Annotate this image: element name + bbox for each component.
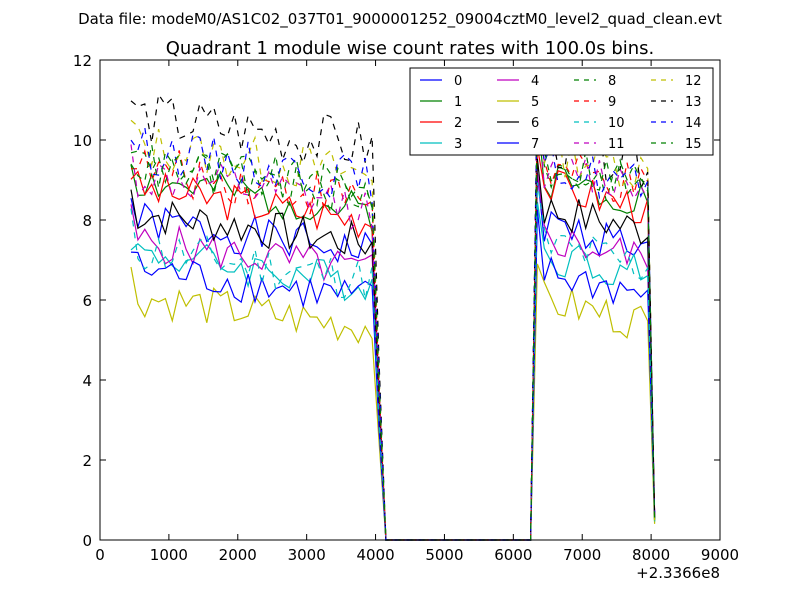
series-line-2 bbox=[130, 146, 656, 541]
series-line-3 bbox=[130, 201, 656, 541]
legend-label-4: 4 bbox=[531, 74, 539, 89]
legend-label-12: 12 bbox=[685, 74, 702, 89]
chart-suptitle: Data file: modeM0/AS1C02_037T01_90000012… bbox=[78, 10, 722, 29]
x-tick-label: 5000 bbox=[425, 546, 463, 564]
legend-label-15: 15 bbox=[685, 137, 702, 152]
y-tick-label: 6 bbox=[82, 292, 92, 310]
series-line-7 bbox=[130, 209, 656, 541]
chart-title: Quadrant 1 module wise count rates with … bbox=[166, 38, 655, 59]
x-offset-label: +2.3366e8 bbox=[636, 564, 720, 582]
y-tick-label: 10 bbox=[73, 132, 92, 150]
legend-label-3: 3 bbox=[454, 137, 462, 152]
legend-label-1: 1 bbox=[454, 95, 462, 110]
series-line-14 bbox=[130, 90, 656, 541]
y-tick-label: 0 bbox=[82, 532, 92, 550]
y-tick-label: 2 bbox=[82, 452, 92, 470]
legend-frame bbox=[409, 67, 714, 156]
x-tick-label: 1000 bbox=[150, 546, 188, 564]
series-line-15 bbox=[130, 113, 656, 541]
legend-label-5: 5 bbox=[531, 95, 539, 110]
x-tick-label: 9000 bbox=[701, 546, 739, 564]
series-line-10 bbox=[130, 182, 656, 541]
legend-label-6: 6 bbox=[531, 116, 539, 131]
series-line-5 bbox=[130, 263, 656, 541]
legend-label-14: 14 bbox=[685, 116, 702, 131]
x-tick-label: 8000 bbox=[632, 546, 670, 564]
series-line-6 bbox=[130, 158, 656, 541]
axis-ticks: 0 1000 2000 3000 4000 5000 6000 7000 8000 9000 0 2 4… bbox=[73, 52, 739, 564]
plot-area bbox=[130, 79, 656, 541]
legend-label-8: 8 bbox=[608, 74, 616, 89]
legend-label-10: 10 bbox=[608, 116, 625, 131]
x-tick-label: 2000 bbox=[219, 546, 257, 564]
y-tick-label: 4 bbox=[82, 372, 92, 390]
y-tick-label: 12 bbox=[73, 52, 92, 70]
x-tick-label: 4000 bbox=[356, 546, 394, 564]
x-tick-label: 6000 bbox=[494, 546, 532, 564]
x-tick-label: 7000 bbox=[563, 546, 601, 564]
series-line-12 bbox=[130, 100, 656, 541]
legend-label-9: 9 bbox=[608, 95, 616, 110]
x-tick-label: 0 bbox=[95, 546, 105, 564]
legend-label-2: 2 bbox=[454, 116, 462, 131]
legend-label-7: 7 bbox=[531, 137, 539, 152]
legend-label-13: 13 bbox=[685, 95, 702, 110]
legend-label-0: 0 bbox=[454, 74, 462, 89]
series-line-0 bbox=[130, 173, 656, 541]
x-tick-label: 3000 bbox=[288, 546, 326, 564]
legend-label-11: 11 bbox=[608, 137, 625, 152]
series-line-4 bbox=[130, 172, 656, 541]
series-line-9 bbox=[130, 119, 656, 541]
series-line-13 bbox=[130, 79, 656, 541]
y-tick-label: 8 bbox=[82, 212, 92, 230]
